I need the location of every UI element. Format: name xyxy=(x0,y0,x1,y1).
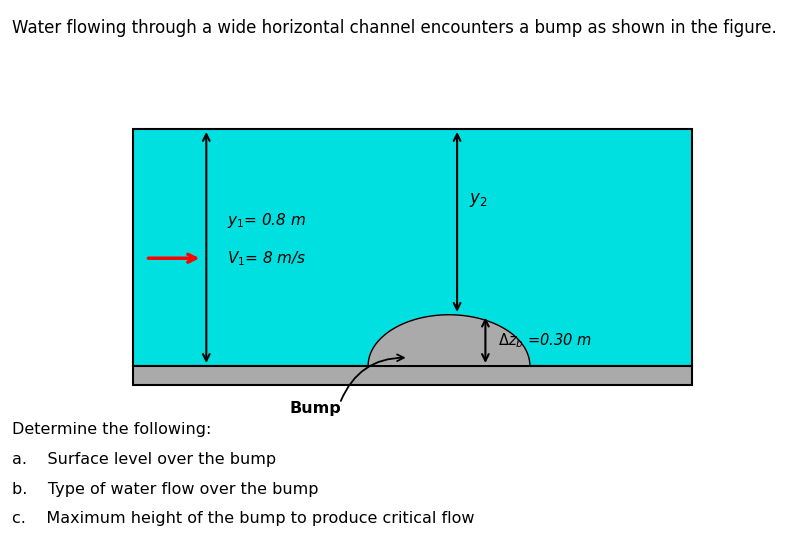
Text: b.    Type of water flow over the bump: b. Type of water flow over the bump xyxy=(12,482,319,497)
Text: a.    Surface level over the bump: a. Surface level over the bump xyxy=(12,452,276,467)
Text: Water flowing through a wide horizontal channel encounters a bump as shown in th: Water flowing through a wide horizontal … xyxy=(12,19,777,37)
Bar xyxy=(133,129,692,366)
Bar xyxy=(133,366,692,385)
Text: Bump: Bump xyxy=(290,401,341,416)
Text: c.    Maximum height of the bump to produce critical flow: c. Maximum height of the bump to produce… xyxy=(12,511,475,526)
Text: $V_1$= 8 m/s: $V_1$= 8 m/s xyxy=(227,249,306,267)
Text: Determine the following:: Determine the following: xyxy=(12,422,211,437)
Text: $y_2$: $y_2$ xyxy=(469,192,488,209)
Polygon shape xyxy=(368,315,530,366)
Text: $\Delta z_b$ =0.30 m: $\Delta z_b$ =0.30 m xyxy=(498,331,591,350)
Text: $y_1$= 0.8 m: $y_1$= 0.8 m xyxy=(227,211,306,230)
